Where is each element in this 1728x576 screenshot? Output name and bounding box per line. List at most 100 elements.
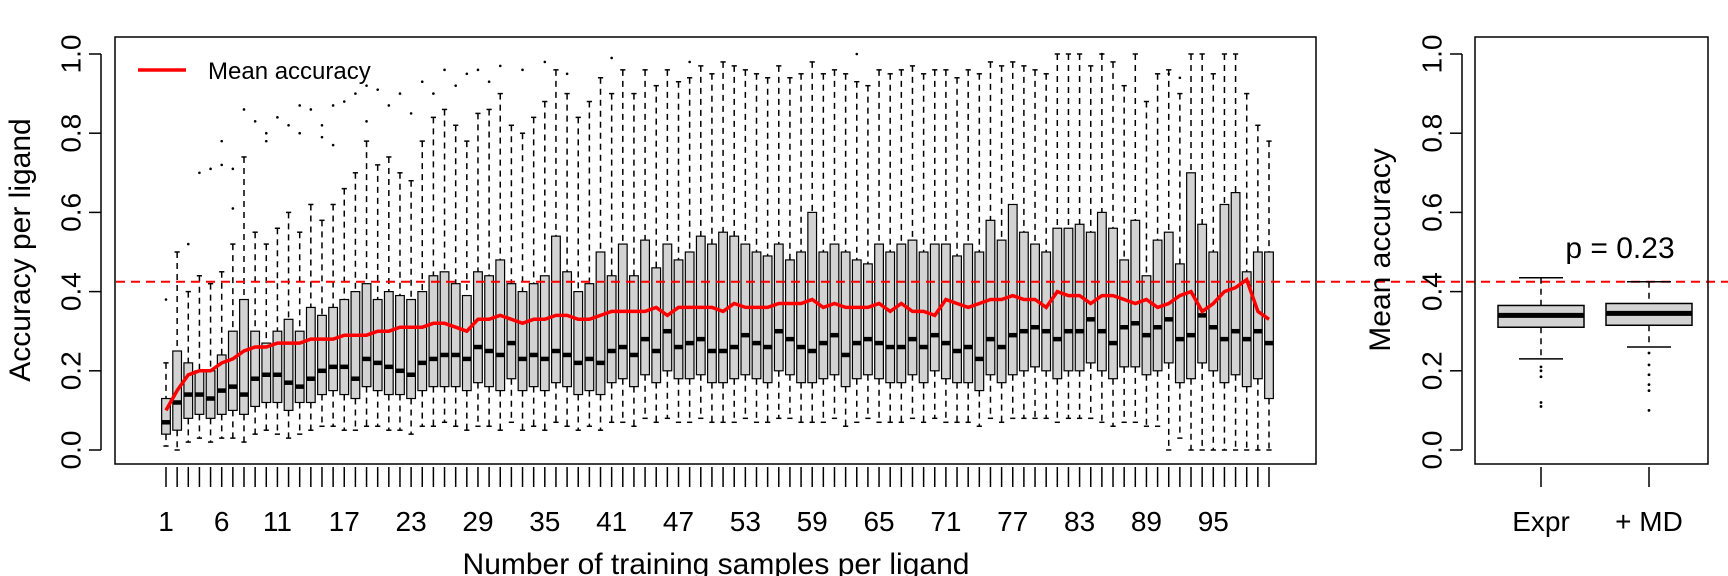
outlier-point [1647,389,1651,392]
box [1241,271,1252,388]
outlier-point [420,80,424,84]
outlier-point [276,116,279,119]
outlier-point [298,104,301,107]
box [1096,211,1107,372]
left-x-tick-label: 1 [158,506,174,537]
box [573,291,584,396]
outlier-point [1539,369,1543,373]
outlier-point [1178,76,1182,80]
box [896,243,907,384]
box [796,251,807,384]
box [539,275,550,392]
mean-accuracy-line [164,276,1271,412]
outlier-point [331,104,335,107]
left-boxes [161,52,1274,451]
box [651,267,662,384]
left-x-tick-label: 35 [529,506,560,537]
box [294,330,305,404]
outlier-point [287,123,290,127]
box [740,243,751,376]
right-y-axis-title: Mean accuracy [1364,148,1397,351]
box [450,283,461,388]
right-x-tick-label: Expr [1512,506,1570,537]
left-y-tick-label: 0.2 [56,351,87,390]
outlier-point [320,135,324,139]
box [874,243,884,380]
box [807,211,818,384]
outlier-point [1647,409,1651,412]
outlier-point [331,143,335,147]
outlier-point [498,64,502,68]
outlier-point [231,167,235,171]
box [406,298,417,400]
box [1030,243,1040,368]
box [851,259,862,380]
box [640,239,651,376]
right-x-axis: Expr + MD [1512,467,1683,537]
box [183,362,194,419]
box [461,294,472,392]
left-x-tick-label: 6 [214,506,230,537]
right-y-axis: 0.0 0.2 0.4 0.6 0.8 1.0 [1417,35,1463,469]
box [473,271,483,384]
box [1197,223,1208,364]
left-x-tick-label: 29 [462,506,493,537]
box [673,259,684,380]
box [695,235,706,376]
box [395,294,405,396]
outlier-point [264,139,268,143]
left-plot-frame [114,36,1317,465]
box [706,243,717,384]
box [1208,251,1219,372]
box [773,243,784,372]
right-y-tick-label: 1.0 [1417,35,1448,74]
outlier-point [1100,52,1104,56]
outlier-point [231,207,235,210]
outlier-point [220,163,224,167]
box [551,235,561,384]
outlier-point [354,92,357,95]
outlier-point [476,68,480,72]
box [684,251,695,380]
box [417,291,428,392]
left-y-tick-label: 0.8 [56,114,87,153]
box [216,354,227,415]
box [272,330,283,404]
left-y-tick-label: 0.4 [56,272,87,311]
outlier-point [688,60,691,64]
outlier-point [443,68,446,72]
box [562,271,573,388]
box [985,219,996,376]
left-y-tick-label: 0.6 [56,193,87,232]
outlier-point [198,171,201,175]
box [1085,231,1096,364]
box [840,251,851,388]
outlier-point [465,72,469,76]
outlier-point [432,92,435,95]
left-y-tick-label: 1.0 [56,35,87,74]
right-y-tick-label: 0.2 [1417,351,1448,390]
left-x-tick-label: 11 [263,506,292,537]
box [517,291,528,392]
box [606,275,617,384]
left-x-tick-label: 47 [663,506,694,537]
outlier-point [1539,405,1543,408]
box [1163,231,1174,364]
box [940,243,951,380]
box [862,263,873,376]
left-x-tick-label: 95 [1198,506,1229,537]
left-x-tick-label: 23 [396,506,427,537]
outlier-point [855,52,859,56]
box [1174,263,1185,384]
outlier-point [320,123,324,127]
outlier-point [398,92,402,95]
left-y-axis: 0.0 0.2 0.4 0.6 0.8 1.0 [56,35,102,469]
outlier-point [309,108,313,111]
box [751,251,762,380]
box [584,283,595,392]
box [339,298,350,396]
outlier-point [1539,401,1543,404]
left-x-tick-label: 41 [596,506,627,537]
left-x-axis-title: Number of training samples per ligand [463,548,970,576]
